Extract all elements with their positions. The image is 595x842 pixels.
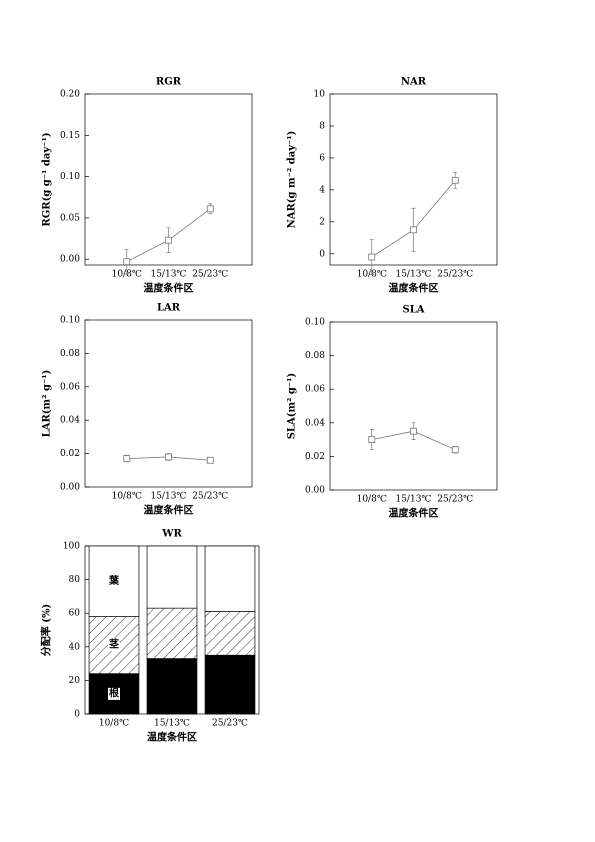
x-tick-label: 10/8℃ xyxy=(99,719,129,729)
x-tick-label: 15/13℃ xyxy=(395,495,431,505)
point-marker xyxy=(165,236,172,244)
y-tick-label: 40 xyxy=(69,642,81,652)
plot-frame xyxy=(329,321,498,491)
chart-title: RGR xyxy=(156,77,182,88)
chart-title: SLA xyxy=(402,305,424,316)
bar-segment xyxy=(146,545,198,609)
y-tick-label: 0.06 xyxy=(60,382,80,392)
x-tick-label: 10/8℃ xyxy=(112,492,142,502)
bar-segment xyxy=(146,607,198,659)
x-axis-label: 温度条件区 xyxy=(144,282,194,295)
y-tick-label: 0.04 xyxy=(305,418,325,428)
y-tick-label: 0.04 xyxy=(60,416,80,426)
x-axis-label: 温度条件区 xyxy=(389,507,439,520)
y-tick-label: 0.10 xyxy=(305,318,325,328)
x-tick-label: 25/23℃ xyxy=(192,270,228,280)
x-tick-label: 10/8℃ xyxy=(112,270,142,280)
y-tick-label: 2 xyxy=(319,217,325,227)
point-marker xyxy=(410,427,417,435)
point-marker xyxy=(451,176,459,184)
y-axis-label: NAR(g m⁻² day⁻¹) xyxy=(287,131,298,229)
x-tick-label: 15/13℃ xyxy=(150,270,186,280)
x-tick-label: 15/13℃ xyxy=(150,492,186,502)
y-tick-label: 6 xyxy=(319,153,325,163)
y-tick-label: 0.02 xyxy=(305,452,325,462)
x-axis-label: 温度条件区 xyxy=(389,282,439,295)
y-tick-label: 0.10 xyxy=(60,172,80,182)
point-marker xyxy=(123,455,131,463)
plot-frame xyxy=(84,93,253,266)
point-marker xyxy=(410,226,417,234)
x-tick-label: 25/23℃ xyxy=(437,270,473,280)
y-tick-label: 0.08 xyxy=(305,351,325,361)
y-axis-label: 分配率 (%) xyxy=(40,604,53,656)
y-tick-label: 10 xyxy=(314,90,326,100)
segment-label-bg xyxy=(108,575,120,588)
point-marker xyxy=(368,253,376,261)
x-tick-label: 10/8℃ xyxy=(357,495,387,505)
segment-label-bg xyxy=(108,639,120,652)
y-tick-label: 0.00 xyxy=(305,486,325,496)
bar-segment xyxy=(146,658,198,715)
y-tick-label: 4 xyxy=(319,185,325,195)
plot-frame xyxy=(329,93,498,266)
y-tick-label: 100 xyxy=(63,542,80,552)
x-tick-label: 15/13℃ xyxy=(154,719,190,729)
bar-segment xyxy=(204,654,256,715)
chart-title: LAR xyxy=(157,303,181,314)
bar-segment xyxy=(204,611,256,656)
segment-label-bg xyxy=(108,687,120,700)
y-tick-label: 0.02 xyxy=(60,449,80,459)
y-tick-label: 80 xyxy=(69,575,81,585)
y-tick-label: 0.00 xyxy=(60,483,80,493)
point-marker xyxy=(206,456,214,464)
y-tick-label: 0.20 xyxy=(60,90,80,100)
chart-title: WR xyxy=(161,529,182,540)
y-tick-label: 0.15 xyxy=(60,131,80,141)
y-tick-label: 0 xyxy=(319,249,325,259)
point-marker xyxy=(368,436,376,444)
y-axis-label: SLA(m² g⁻¹) xyxy=(287,373,298,440)
y-tick-label: 60 xyxy=(69,609,81,619)
x-tick-label: 25/23℃ xyxy=(212,719,248,729)
x-tick-label: 25/23℃ xyxy=(192,492,228,502)
point-marker xyxy=(123,258,131,266)
y-tick-label: 0 xyxy=(74,710,80,720)
y-axis-label: RGR(g g⁻¹ day⁻¹) xyxy=(42,132,53,226)
y-tick-label: 0.05 xyxy=(60,213,80,223)
y-tick-label: 0.08 xyxy=(60,349,80,359)
segment-label: 葉 xyxy=(108,574,120,587)
y-tick-label: 0.00 xyxy=(60,255,80,265)
x-axis-label: 温度条件区 xyxy=(144,504,194,517)
y-tick-label: 0.06 xyxy=(305,385,325,395)
segment-label: 根 xyxy=(109,686,119,699)
y-tick-label: 20 xyxy=(69,676,81,686)
point-marker xyxy=(451,446,459,454)
x-tick-label: 15/13℃ xyxy=(395,270,431,280)
chart-title: NAR xyxy=(401,77,427,88)
point-marker xyxy=(165,453,172,461)
segment-label: 茎 xyxy=(109,638,119,651)
bar-segment xyxy=(204,545,256,612)
x-tick-label: 25/23℃ xyxy=(437,495,473,505)
y-axis-label: LAR(m² g⁻¹) xyxy=(42,370,53,438)
y-tick-label: 8 xyxy=(319,121,325,131)
plot-frame xyxy=(84,319,253,488)
y-tick-label: 0.10 xyxy=(60,316,80,326)
x-axis-label: 温度条件区 xyxy=(147,731,197,744)
point-marker xyxy=(206,205,214,213)
